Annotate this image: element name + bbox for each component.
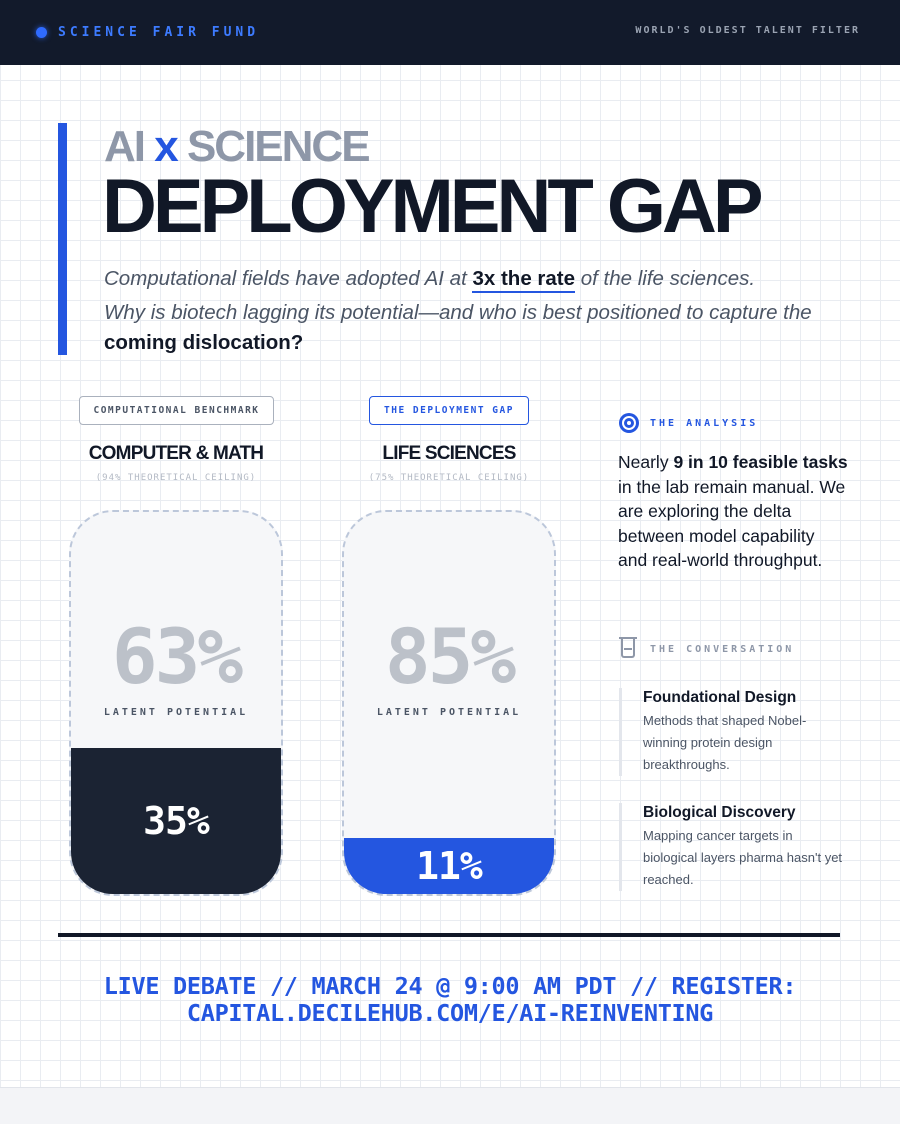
analysis-bold: 9 in 10 feasible tasks xyxy=(673,452,848,472)
brand-dot-icon xyxy=(36,27,47,38)
divider xyxy=(58,933,840,937)
kicker-x: x xyxy=(154,122,179,171)
col-subtitle-computer-math: (94% THEORETICAL CEILING) xyxy=(95,473,257,483)
intro-1-pre: Computational fields have adopted AI at xyxy=(104,267,473,290)
intro-1-post: of the life sciences. xyxy=(575,267,756,290)
hero-intro: Computational fields have adopted AI at … xyxy=(104,264,844,362)
footer-band xyxy=(0,1087,900,1124)
analysis-text: Nearly 9 in 10 feasible tasks in the lab… xyxy=(618,450,848,573)
analysis-label: THE ANALYSIS xyxy=(650,418,759,429)
analysis-post: in the lab remain manual. We are explori… xyxy=(618,476,846,571)
intro-2-pre: Why is biotech lagging its potential—and… xyxy=(104,301,812,324)
page-title: DEPLOYMENT GAP xyxy=(102,164,764,249)
kicker-ai: AI xyxy=(104,122,146,171)
brand-name[interactable]: SCIENCE FAIR FUND xyxy=(58,25,260,40)
pill-computational-benchmark: COMPUTATIONAL BENCHMARK xyxy=(79,396,274,425)
latent-value: 85% xyxy=(384,612,516,701)
tank-computer-math: 63% LATENT POTENTIAL 35% xyxy=(69,510,283,896)
conversation-item-desc: Methods that shaped Nobel-winning protei… xyxy=(643,713,807,772)
intro-line-2: Why is biotech lagging its potential—and… xyxy=(104,298,844,358)
conversation-item[interactable]: Biological Discovery Mapping cancer targ… xyxy=(619,803,844,891)
conversation-item-title: Biological Discovery xyxy=(643,804,796,821)
accent-bar xyxy=(58,123,67,355)
analysis-pre: Nearly xyxy=(618,452,674,472)
col-subtitle-life-sciences: (75% THEORETICAL CEILING) xyxy=(368,473,530,483)
adopted-fill: 11% xyxy=(344,838,554,894)
beaker-icon xyxy=(619,637,637,658)
cta-line-2[interactable]: CAPITAL.DECILEHUB.COM/E/AI-REINVENTING xyxy=(186,999,714,1027)
col-title-life-sciences: LIFE SCIENCES xyxy=(382,443,516,464)
cta-register[interactable]: LIVE DEBATE // MARCH 24 @ 9:00 AM PDT //… xyxy=(30,973,870,1027)
conversation-item-title: Foundational Design xyxy=(643,689,797,706)
kicker-science: SCIENCE xyxy=(186,122,371,171)
conversation-item[interactable]: Foundational Design Methods that shaped … xyxy=(619,688,844,776)
col-title-computer-math: COMPUTER & MATH xyxy=(88,443,264,464)
top-bar: SCIENCE FAIR FUND WORLD'S OLDEST TALENT … xyxy=(0,0,900,65)
tank-life-sciences: 85% LATENT POTENTIAL 11% xyxy=(342,510,556,896)
conversation-item-desc: Mapping cancer targets in biological lay… xyxy=(643,828,843,887)
adopted-fill: 35% xyxy=(71,748,281,894)
intro-line-1: Computational fields have adopted AI at … xyxy=(104,264,844,294)
cta-line-1: LIVE DEBATE // MARCH 24 @ 9:00 AM PDT //… xyxy=(103,972,797,1000)
tagline: WORLD'S OLDEST TALENT FILTER xyxy=(635,25,860,36)
latent-label: LATENT POTENTIAL xyxy=(376,707,522,718)
hero-kicker: AI x SCIENCE xyxy=(104,122,371,172)
intro-1-bold: 3x the rate xyxy=(472,267,576,293)
latent-label: LATENT POTENTIAL xyxy=(103,707,249,718)
intro-2-bold: coming dislocation? xyxy=(104,331,304,354)
adopted-value: 11% xyxy=(416,844,483,888)
latent-value: 63% xyxy=(111,612,243,701)
target-icon xyxy=(619,413,639,433)
adopted-value: 35% xyxy=(143,799,210,843)
pill-deployment-gap: THE DEPLOYMENT GAP xyxy=(369,396,529,425)
conversation-label: THE CONVERSATION xyxy=(650,644,795,655)
